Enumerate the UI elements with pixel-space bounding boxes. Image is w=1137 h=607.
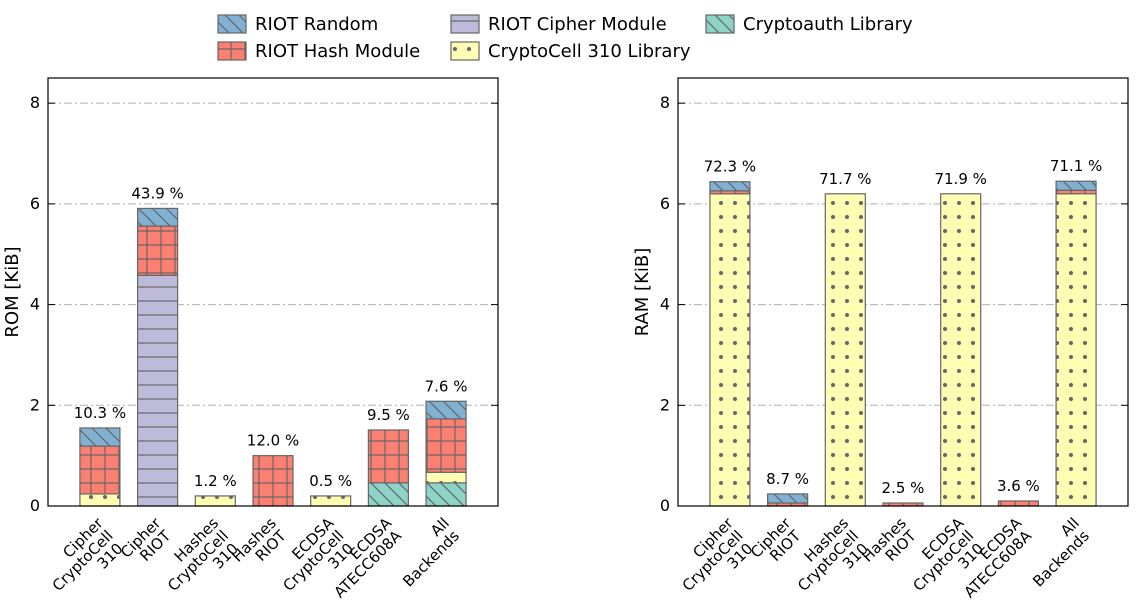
bar-annotation: 3.6 % (997, 477, 1040, 495)
bar-segment (367, 429, 409, 484)
y-tick-label: 2 (30, 395, 40, 414)
x-tick-label: AllBackends (388, 514, 464, 590)
y-tick-label: 0 (30, 496, 40, 515)
bar-segment (79, 493, 121, 507)
plot-frame (47, 77, 499, 507)
y-tick-label: 8 (30, 93, 40, 112)
bar-segment (137, 207, 179, 227)
legend-label: RIOT Cipher Module (488, 14, 667, 35)
bar-segment (425, 400, 467, 420)
bar-annotation: 72.3 % (704, 158, 756, 176)
x-tick-label-line: Backends (1029, 527, 1093, 591)
y-tick-label: 0 (660, 496, 670, 515)
x-tick-label-line: Backends (399, 527, 463, 591)
bar-annotation: 12.0 % (247, 432, 299, 450)
legend-swatch (217, 14, 247, 34)
bar-annotation: 0.5 % (309, 472, 352, 490)
x-tick-label: HashesRIOT (858, 514, 921, 577)
y-tick-label: 6 (660, 194, 670, 213)
x-tick-label: HashesRIOT (228, 514, 291, 577)
legend-swatch (450, 41, 480, 61)
y-tick-label: 6 (30, 194, 40, 213)
x-tick-label: CipherCryptoCell310 (667, 514, 760, 607)
legend-label: RIOT Hash Module (255, 41, 420, 62)
bar-annotation: 2.5 % (882, 479, 925, 497)
bar-segment (137, 225, 179, 276)
bar-annotation: 43.9 % (131, 184, 183, 202)
bar-segment (310, 495, 352, 507)
x-tick-label: CipherRIOT (747, 514, 806, 573)
bar-annotation: 10.3 % (74, 404, 126, 422)
bar-segment (824, 193, 866, 507)
bar-annotation: 71.1 % (1050, 157, 1102, 175)
y-tick-label: 2 (660, 395, 670, 414)
legend-swatch (217, 41, 247, 61)
bar-segment (709, 193, 751, 507)
bar-segment (137, 274, 179, 507)
x-tick-label: AllBackends (1018, 514, 1094, 590)
bar-segment (194, 495, 236, 507)
bar-annotation: 9.5 % (367, 406, 410, 424)
bar-segment (940, 193, 982, 507)
y-tick-label: 4 (660, 295, 670, 314)
y-tick-label: 8 (660, 93, 670, 112)
bar-segment (767, 493, 809, 504)
bar-segment (1055, 180, 1097, 191)
plot-frame (677, 77, 1129, 507)
legend-swatch (450, 14, 480, 34)
x-tick-label: HashesCryptoCell310 (783, 514, 875, 606)
x-tick-label: CipherCryptoCell310 (37, 514, 130, 607)
bar-segment (1055, 193, 1097, 507)
bar-annotation: 7.6 % (425, 377, 468, 395)
x-tick-label: CipherRIOT (117, 514, 176, 573)
legend-label: CryptoCell 310 Library (488, 41, 691, 62)
bar-annotation: 8.7 % (766, 470, 809, 488)
bar-segment (367, 482, 409, 507)
y-axis-label: ROM [KiB] (2, 246, 23, 337)
bar-segment (709, 181, 751, 192)
bar-segment (425, 418, 467, 473)
bar-annotation: 71.9 % (934, 170, 986, 188)
bar-segment (997, 500, 1039, 507)
bar-segment (425, 471, 467, 484)
y-axis-label: RAM [KiB] (632, 248, 653, 337)
bar-segment (425, 482, 467, 507)
bar-segment (79, 427, 121, 447)
y-tick-label: 4 (30, 295, 40, 314)
legend-label: Cryptoauth Library (743, 14, 913, 35)
bar-segment (252, 455, 294, 507)
x-tick-label: HashesCryptoCell310 (153, 514, 245, 606)
bar-annotation: 71.7 % (819, 170, 871, 188)
bar-segment (79, 445, 121, 495)
legend-swatch (705, 14, 735, 34)
legend-label: RIOT Random (255, 14, 378, 35)
bar-annotation: 1.2 % (194, 472, 237, 490)
